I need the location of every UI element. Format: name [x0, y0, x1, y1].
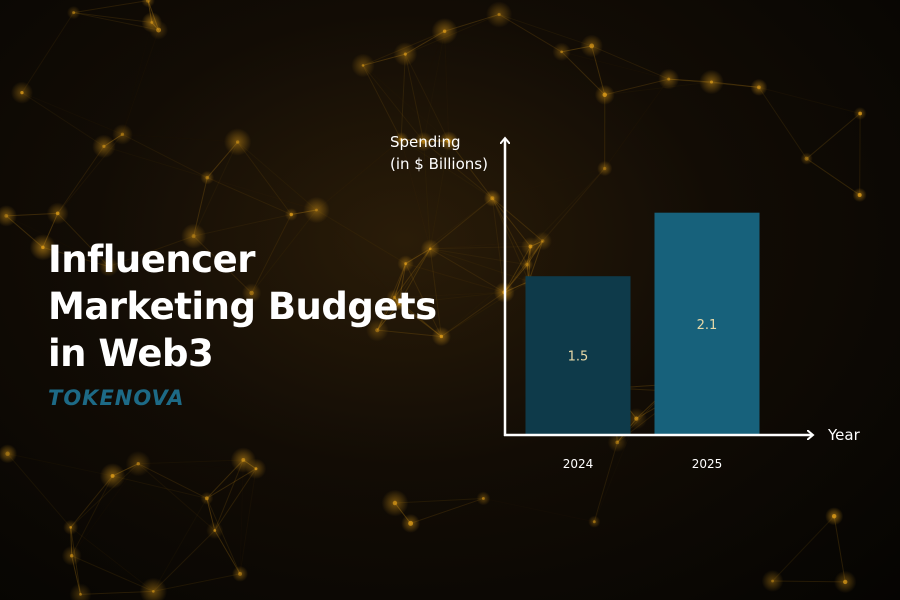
data-label-2024: 1.5	[568, 350, 589, 365]
x-tick-label-2024: 2024	[563, 457, 594, 471]
tokenova-logo: TOKENOVA	[48, 386, 185, 410]
title-line-2: Marketing Budgets	[48, 285, 437, 328]
data-label-2025: 2.1	[697, 318, 718, 333]
x-tick-label-2025: 2025	[692, 457, 723, 471]
bar-2025	[654, 212, 760, 435]
page-title: Influencer Marketing Budgets in Web3	[48, 236, 437, 377]
y-axis-label-line-2: (in $ Billions)	[390, 155, 488, 173]
title-line-3: in Web3	[48, 332, 214, 375]
bar-2024	[525, 276, 631, 435]
x-axis-label: Year	[827, 426, 861, 444]
title-line-1: Influencer	[48, 238, 255, 281]
y-axis-label-line-1: Spending	[390, 133, 461, 151]
